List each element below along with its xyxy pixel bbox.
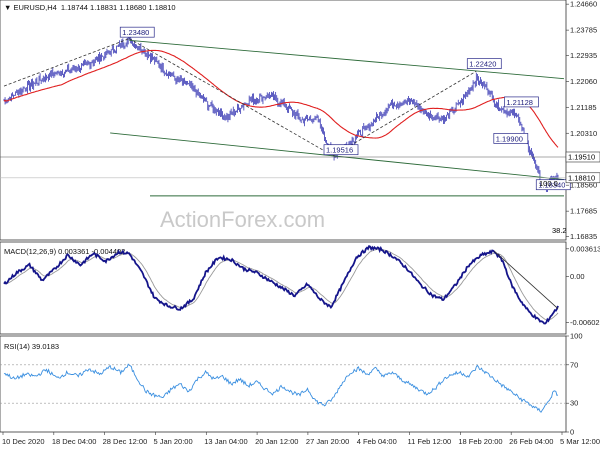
date-tick-label: 27 Jan 20:00 [306,437,349,446]
ohlc-label: 1.18744 1.18831 1.18680 1.18810 [61,3,176,12]
level-text: 1.21128 [506,98,533,107]
rsi-line [3,363,559,413]
level-label: 1.21128 [504,96,539,108]
macd-axis: 0.003613 0.00 -0.006026 [566,244,600,327]
rsi-axis: 100 70 30 0 [566,332,583,437]
price-tick-label: 1.21185 [570,103,597,112]
price-series: 1.23480 1.22420 1.21128 1.19900 1.19516 1.183… [0,26,571,235]
moving-average-line [3,49,559,148]
date-tick-label: 18 Dec 04:00 [52,437,97,446]
rsi-tick-label: 70 [570,360,578,369]
level-text: 1.23480 [122,28,149,37]
price-tick-label: 1.17685 [570,207,597,216]
rsi-tick-label: 0 [570,428,574,437]
symbol-label: EURUSD,H4 [14,3,57,12]
date-tick-label: 11 Feb 12:00 [408,437,452,446]
macd-tick-label: -0.006026 [570,318,600,327]
level-box [323,144,359,156]
date-tick-label: 26 Feb 04:00 [509,437,553,446]
price-tag-label: 1.18810 [568,173,595,182]
date-tick-label: 20 Jan 12:00 [255,437,298,446]
date-tick-label: 13 Jan 04:00 [204,437,247,446]
level-label: 1.18340 [535,179,571,191]
date-tick-label: 10 Dec 2020 [2,437,45,446]
rsi-tick-label: 30 [570,399,578,408]
level-label: 1.23480 [119,26,155,38]
fib-label: 100.0 [539,179,558,188]
price-tick-label: 1.20310 [570,129,597,138]
fib-label: 38.2 [552,226,567,235]
level-box [504,96,539,108]
swing-dashed-line [3,38,130,87]
level-text: 1.19900 [496,134,523,143]
date-tick-label: 28 Dec 12:00 [103,437,148,446]
rsi-tick-label: 100 [570,332,583,341]
date-tick-label: 5 Jan 20:00 [153,437,192,446]
price-tick-label: 1.24660 [570,0,597,9]
rsi-series [0,363,566,413]
swing-dashed-line [129,38,334,157]
rsi-header: RSI(14) 39.0183 [4,342,59,351]
level-label: 1.22420 [466,58,502,69]
price-tick-label: 1.18560 [570,181,597,190]
level-label: 1.19900 [493,133,529,144]
watermark: ActionForex.com [160,207,325,232]
date-tick-label: 18 Feb 20:00 [458,437,502,446]
macd-trend-line [494,250,559,309]
level-text: 1.18340 [538,181,565,190]
date-axis: 10 Dec 2020 18 Dec 04:00 28 Dec 12:00 5 Jan… [2,432,600,446]
macd-header: MACD(12,26,9) 0.003361 -0.004402 [4,247,125,256]
level-text: 1.19516 [326,146,353,155]
date-tick-label: 5 Mar 12:00 [560,437,600,446]
level-box [119,26,155,38]
symbol-header: ▼ EURUSD,H4 1.18744 1.18831 1.18680 1.188… [4,3,176,12]
price-tag-label: 1.19510 [568,152,595,161]
lower-channel-line [110,132,565,180]
macd-tick-label: 0.003613 [570,244,600,253]
macd-tick-label: 0.00 [570,272,585,281]
price-tick-label: 1.16835 [570,232,597,241]
macd-line [3,245,559,325]
rsi-panel [0,335,567,433]
macd-series [3,245,559,325]
level-label: 1.19516 [323,144,359,156]
header-triangle-icon: ▼ [4,3,14,12]
price-tick-label: 1.23785 [570,26,597,35]
upper-channel-line [129,39,565,80]
level-text: 1.22420 [469,60,496,69]
swing-dashed-line [332,70,477,157]
level-box [535,179,571,191]
level-box [466,58,502,69]
price-panel [0,0,567,241]
level-box [493,133,529,144]
price-tick-label: 1.22060 [570,77,597,86]
price-tag-box [565,172,600,184]
price-axis: 1.24660 1.23785 1.22935 1.22060 1.21185 1.203… [565,0,600,241]
date-tick-label: 4 Feb 04:00 [357,437,397,446]
price-tag-box [565,151,600,163]
price-tick-label: 1.22935 [570,51,597,60]
